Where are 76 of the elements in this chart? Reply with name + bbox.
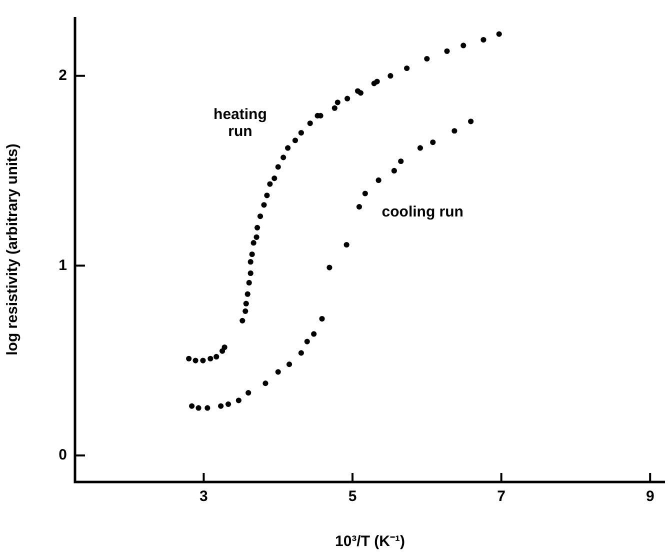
point (243, 300, 249, 306)
point (298, 130, 304, 136)
point (189, 403, 195, 409)
point (248, 259, 254, 265)
point (267, 181, 273, 187)
point (430, 139, 436, 146)
point (417, 145, 424, 151)
point (275, 369, 281, 375)
point (254, 224, 260, 230)
point (334, 100, 340, 106)
point (200, 358, 206, 364)
point (218, 403, 224, 409)
point (356, 204, 362, 210)
point (261, 202, 267, 208)
x-tick-label: 5 (348, 488, 357, 506)
x-tick-label: 7 (497, 488, 506, 506)
point (374, 78, 380, 84)
point (284, 145, 291, 151)
series-label: cooling run (382, 203, 464, 220)
y-tick-label: 0 (58, 446, 67, 464)
x-tick-label: 3 (200, 488, 208, 506)
point (298, 350, 304, 356)
point (242, 308, 248, 314)
point (244, 291, 250, 297)
y-axis-title: log resistivity (arbitrary units) (4, 144, 22, 356)
point (214, 354, 220, 360)
x-axis-title: 10³/T (K⁻¹) (335, 533, 405, 550)
point (257, 213, 264, 220)
point (264, 192, 270, 198)
point (424, 56, 430, 62)
point (250, 240, 256, 246)
point (246, 280, 252, 286)
point (262, 380, 268, 386)
point (222, 344, 228, 350)
point (332, 105, 338, 111)
point (246, 390, 252, 396)
point (236, 398, 242, 404)
point (362, 190, 368, 196)
point (196, 405, 202, 411)
point (391, 168, 397, 174)
series-label: heating run (214, 106, 267, 140)
point (404, 65, 410, 72)
point (307, 120, 313, 126)
point (358, 90, 364, 96)
point (240, 318, 246, 324)
point (248, 270, 254, 276)
point (249, 251, 255, 258)
point (272, 176, 278, 182)
point (344, 96, 350, 102)
point (344, 242, 350, 248)
point (480, 36, 486, 43)
point (204, 405, 210, 411)
x-tick-label: 9 (646, 488, 654, 506)
point (319, 316, 325, 322)
point (286, 362, 292, 368)
point (460, 42, 466, 48)
point (452, 128, 458, 134)
point (275, 164, 281, 170)
point (326, 264, 332, 270)
point (254, 234, 260, 240)
point (225, 401, 232, 407)
point (496, 31, 502, 37)
point (280, 154, 286, 160)
y-tick-label: 2 (58, 66, 67, 84)
point (192, 358, 198, 364)
point (292, 138, 298, 144)
point (398, 158, 404, 164)
point (444, 48, 450, 54)
point (468, 118, 474, 124)
y-tick-label: 1 (58, 256, 67, 274)
point (311, 331, 317, 337)
point (304, 338, 310, 344)
point (388, 73, 394, 79)
point (208, 356, 214, 362)
point (186, 356, 192, 362)
point (376, 177, 382, 184)
